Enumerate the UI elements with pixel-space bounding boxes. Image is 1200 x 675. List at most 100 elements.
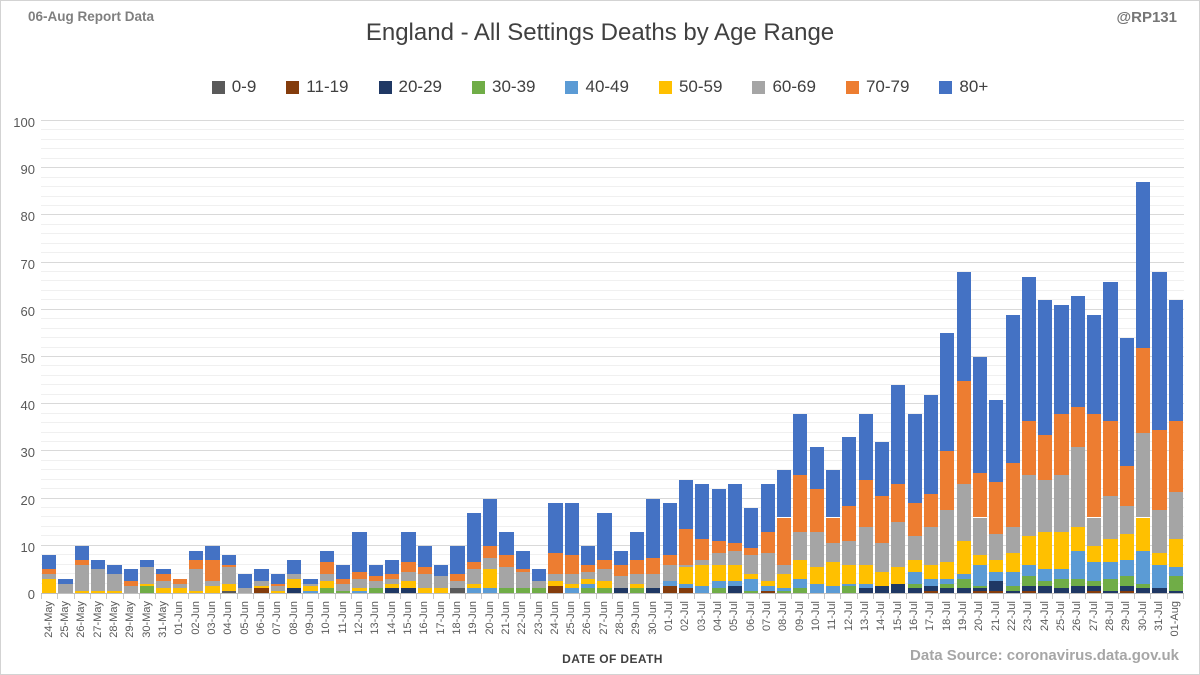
bar-segment-70-79: [809, 489, 824, 532]
bar-segment-80plus: [303, 578, 318, 584]
legend-item-0-9: 0-9: [211, 77, 256, 97]
x-axis-label: 13-Jun: [368, 601, 384, 649]
bar-segment-70-79: [156, 574, 171, 582]
bar-segment-30-39: [711, 588, 726, 593]
x-axis-label-text: 03-Jun: [205, 601, 218, 635]
bar-segment-80plus: [744, 508, 759, 549]
x-axis-label: 13-Jul: [857, 601, 873, 649]
x-axis-label: 09-Jul: [792, 601, 808, 649]
x-axis-label-text: 27-May: [91, 601, 104, 638]
bar-segment-30-39: [940, 583, 955, 589]
bar-segment-80plus: [434, 564, 449, 577]
bar-segment-40-49: [1054, 569, 1069, 579]
legend-swatch-icon: [472, 80, 485, 94]
bar-segment-80plus: [140, 559, 155, 568]
bar-segment-20-29: [613, 588, 628, 593]
bar-segment-40-49: [760, 585, 775, 591]
x-axis-tick: [385, 594, 401, 599]
bar-segment-40-49: [907, 571, 922, 584]
x-axis-label: 09-Jun: [302, 601, 318, 649]
x-axis-label-text: 23-Jul: [1022, 601, 1035, 631]
x-axis-label: 19-Jul: [955, 601, 971, 649]
bar-segment-70-79: [1136, 347, 1151, 433]
x-axis-tick: [352, 594, 369, 599]
bar-segment-80plus: [123, 569, 138, 582]
x-axis-tick: [515, 594, 532, 599]
bar-column: [466, 122, 482, 593]
bar-segment-50-59: [140, 583, 155, 586]
x-axis-tick: [254, 594, 271, 599]
x-axis-tick: [1119, 594, 1135, 599]
bar-column: [678, 122, 694, 593]
bar-segment-80plus: [825, 470, 841, 518]
bar-segment-50-59: [156, 588, 171, 593]
x-axis-label: 25-Jul: [1053, 601, 1069, 649]
x-axis-label: 06-Jul: [743, 601, 759, 649]
x-axis-label-text: 07-Jun: [271, 601, 284, 635]
bar-column: [302, 122, 318, 593]
bar-column: [253, 122, 269, 593]
bar-column: [580, 122, 596, 593]
bar-segment-11-19: [1119, 590, 1134, 593]
bar-segment-70-79: [907, 503, 922, 537]
x-axis-label: 23-Jul: [1021, 601, 1037, 649]
bar-segment-70-79: [972, 472, 988, 518]
bar-column: [547, 122, 563, 593]
x-axis-label-text: 26-Jul: [1071, 601, 1084, 631]
x-axis-label-text: 11-Jun: [336, 601, 349, 634]
x-axis-tick: [140, 594, 157, 599]
x-axis-tick: [580, 594, 597, 599]
x-axis-tick: [368, 594, 385, 599]
bar-segment-20-29: [972, 588, 988, 591]
bar-segment-40-49: [1119, 559, 1134, 577]
x-axis-label-text: 26-May: [75, 601, 88, 638]
bar-column: [1135, 122, 1151, 593]
bar-segment-11-19: [548, 585, 563, 593]
major-gridline: [41, 450, 1184, 452]
bar-segment-50-59: [434, 588, 449, 593]
bar-column: [710, 122, 726, 593]
bar-segment-30-39: [499, 588, 514, 593]
bar-segment-80plus: [156, 569, 171, 575]
minor-gridline: [41, 535, 1184, 537]
bar-segment-60-69: [874, 543, 890, 572]
bar-segment-11-19: [662, 585, 677, 593]
bar-segment-60-69: [417, 574, 432, 589]
x-axis-label: 05-Jun: [237, 601, 253, 649]
minor-gridline: [41, 252, 1184, 254]
x-axis-tick: [841, 594, 858, 599]
bar-segment-30-39: [1005, 585, 1020, 591]
x-axis-tick: [1135, 594, 1152, 599]
bar-column: [319, 122, 335, 593]
bar-segment-40-49: [483, 588, 498, 593]
bar-segment-40-49: [1152, 564, 1167, 589]
x-axis-tick: [907, 594, 923, 599]
bar-segment-80plus: [907, 413, 922, 504]
bar-segment-80plus: [368, 564, 383, 577]
author-handle: @RP131: [1116, 9, 1178, 26]
bar-segment-40-49: [1168, 567, 1183, 577]
x-axis-tick: [466, 594, 483, 599]
x-axis-label-text: 28-Jun: [614, 601, 627, 635]
x-axis-tick: [401, 594, 418, 599]
x-axis-label: 23-Jun: [531, 601, 547, 649]
minor-gridline: [41, 299, 1184, 301]
legend-swatch-icon: [286, 80, 300, 94]
bar-segment-70-79: [205, 559, 220, 582]
plot-area: [41, 120, 1184, 594]
bar-segment-0-9: [450, 588, 465, 593]
bar-column: [351, 122, 367, 593]
bar-segment-60-69: [515, 571, 530, 589]
bar-column: [629, 122, 645, 593]
x-axis-tick: [1021, 594, 1038, 599]
minor-gridline: [41, 289, 1184, 291]
bar-segment-60-69: [1119, 505, 1134, 534]
bar-segment-30-39: [1054, 578, 1069, 589]
x-axis-labels: 24-May 25-May 26-May 27-May 28-May 29-May 30-M…: [41, 601, 1184, 649]
bar-segment-11-19: [1087, 590, 1102, 593]
legend-item-30-39: 30-39: [472, 77, 535, 97]
bar-segment-30-39: [1168, 576, 1183, 591]
bar-column: [727, 122, 743, 593]
bar-segment-80plus: [450, 545, 465, 575]
bar-column: [433, 122, 449, 593]
